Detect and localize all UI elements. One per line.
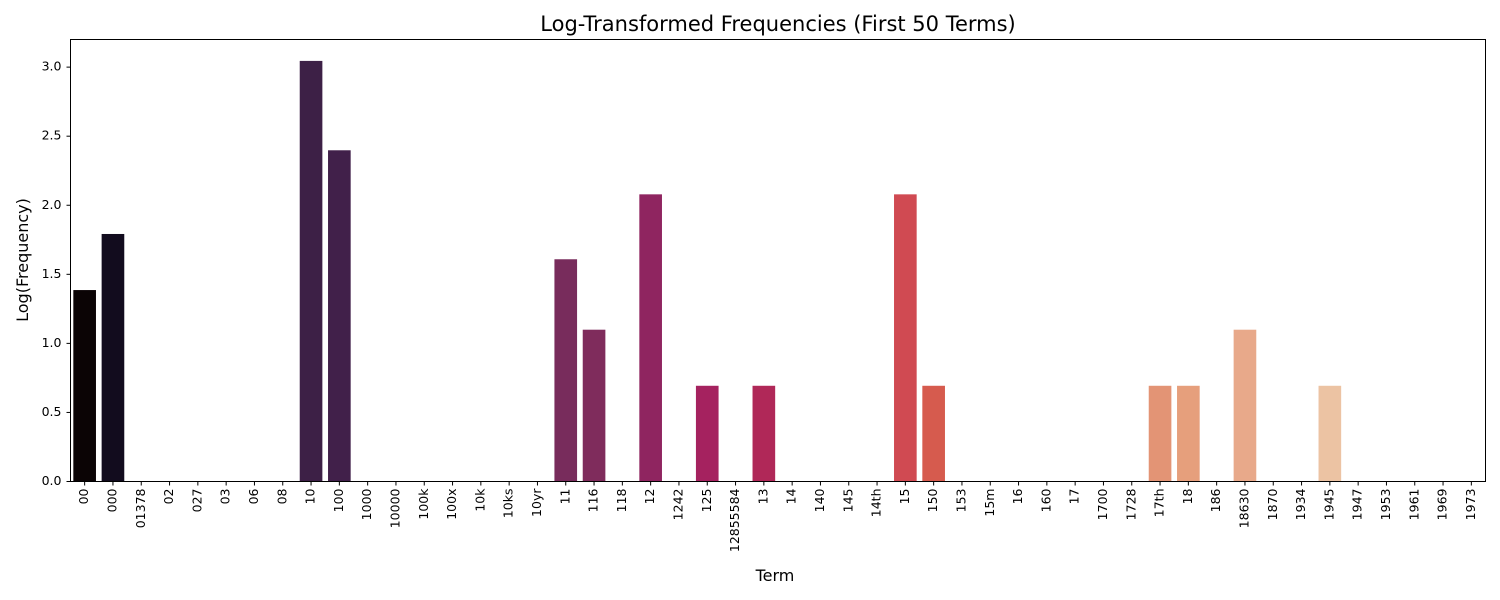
x-tick-label: 125 [699,489,714,513]
bar-00 [73,290,96,482]
x-tick-label: 1969 [1435,488,1450,520]
bar-150 [922,385,945,482]
x-tick-label: 10k [472,488,487,512]
x-tick-label: 12 [642,489,657,505]
x-tick-label: 15m [982,489,997,517]
bar-12 [639,194,662,482]
y-tick-label: 3.0 [42,59,62,74]
x-tick-label: 000 [104,488,119,512]
x-tick-label: 12855584 [727,488,742,552]
bar-18 [1177,385,1200,482]
x-tick-label: 17 [1067,489,1082,505]
plot-frame [70,39,1486,482]
x-tick-label: 1953 [1378,489,1393,521]
x-tick-label: 08 [274,488,289,504]
x-tick-label: 1870 [1265,488,1280,520]
x-tick-label: 118 [614,488,629,512]
y-axis-label: Log(Frequency) [13,198,32,322]
x-tick-label: 15 [897,489,912,505]
x-tick-label: 116 [586,488,601,512]
x-tick-label: 03 [218,489,233,505]
y-tick-label: 0.5 [42,404,62,419]
x-tick-label: 16 [1010,488,1025,504]
x-tick-label: 14 [784,488,799,504]
bar-18630 [1233,329,1257,482]
bar-15 [894,194,917,482]
chart-title: Log-Transformed Frequencies (First 50 Te… [540,12,1015,36]
x-tick-label: 1961 [1406,489,1421,521]
x-tick-label: 153 [953,489,968,513]
x-tick-label: 18630 [1236,488,1251,528]
x-tick-label: 1242 [670,489,685,521]
x-tick-label: 10000 [387,488,402,528]
bar-116 [582,329,606,482]
bar-10 [299,60,323,482]
y-tick-label: 2.5 [42,128,62,143]
x-axis-label: Term [755,566,795,585]
bar-000 [101,233,125,482]
x-axis: 00 000 01378 02 027 03 06 08 10 100 1000 10000 100k 1… [76,481,1478,552]
x-tick-label: 1945 [1321,489,1336,521]
y-tick-label: 1.0 [42,335,62,350]
x-tick-label: 150 [925,488,940,512]
x-tick-label: 1728 [1123,488,1138,520]
bar-13 [752,385,776,482]
x-tick-label: 145 [840,489,855,513]
x-tick-label: 13 [755,489,770,505]
x-tick-label: 140 [812,488,827,512]
bar-11 [554,259,578,482]
x-tick-label: 160 [1038,488,1053,512]
x-tick-label: 14th [869,489,884,518]
x-tick-label: 100x [444,489,459,520]
y-axis: 0.0 0.5 1.0 1.5 2.0 2.5 3.0 [42,59,71,488]
x-tick-label: 17th [1152,489,1167,518]
bar-100 [328,150,351,482]
bar-17th [1148,385,1172,482]
x-tick-label: 11 [557,489,572,505]
x-tick-label: 1973 [1463,489,1478,521]
y-tick-label: 2.0 [42,197,62,212]
x-tick-label: 1934 [1293,488,1308,520]
x-tick-label: 186 [1208,488,1223,512]
y-tick-label: 1.5 [42,266,62,281]
x-tick-label: 18 [1180,488,1195,504]
bars-group [73,60,1342,482]
bar-1945 [1318,385,1342,482]
x-tick-label: 1947 [1350,489,1365,521]
x-tick-label: 01378 [133,488,148,528]
x-tick-label: 10yr [529,488,544,517]
x-tick-label: 02 [161,489,176,505]
x-tick-label: 1000 [359,488,374,520]
x-tick-label: 1700 [1095,488,1110,520]
x-tick-label: 027 [189,489,204,513]
x-tick-label: 10ks [501,489,516,519]
x-tick-label: 10 [303,488,318,504]
x-tick-label: 100k [416,488,431,520]
x-tick-label: 100 [331,488,346,512]
x-tick-label: 06 [246,488,261,504]
x-tick-label: 00 [76,488,91,504]
bar-125 [695,385,719,482]
y-tick-label: 0.0 [42,473,62,488]
